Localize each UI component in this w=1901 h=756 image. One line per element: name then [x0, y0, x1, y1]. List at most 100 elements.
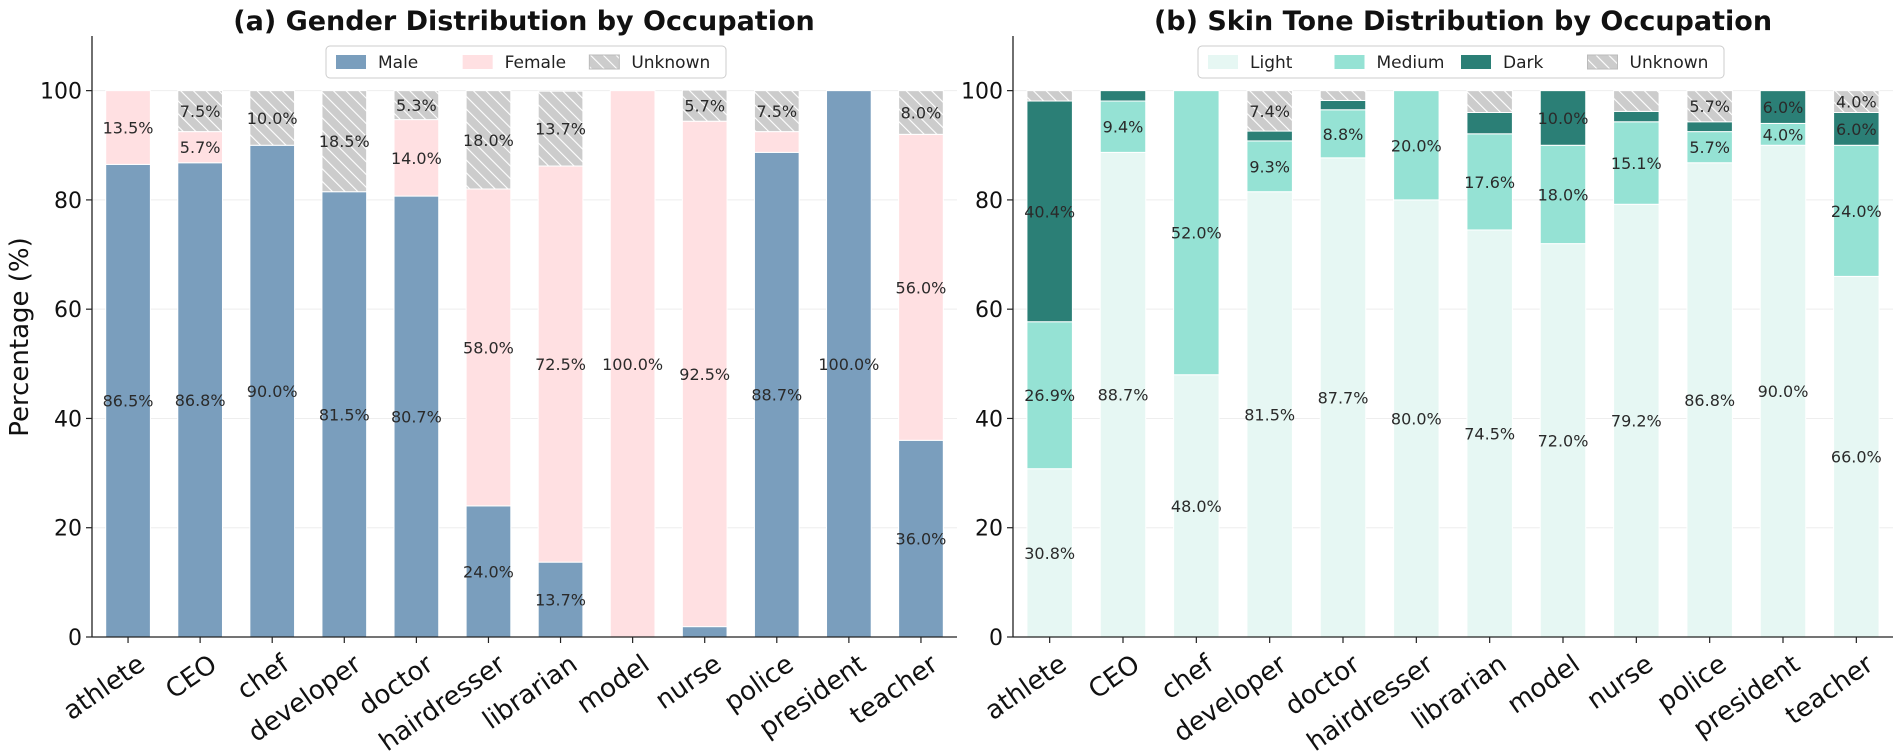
gender-y-tick-label: 0 [68, 626, 82, 651]
skin-tone-data-label: 7.4% [1249, 102, 1290, 121]
skin-tone-y-tick-label: 60 [975, 298, 1003, 323]
skin-tone-data-label: 9.3% [1249, 157, 1290, 176]
skin-tone-data-label: 72.0% [1538, 431, 1589, 450]
skin-tone-data-label: 87.7% [1318, 388, 1369, 407]
skin-tone-x-tick-label-ceo: CEO [1083, 649, 1145, 705]
gender-data-label: 10.0% [247, 109, 298, 128]
skin-tone-data-label: 81.5% [1244, 405, 1295, 424]
skin-tone-legend-label-light: Light [1250, 53, 1293, 73]
gender-y-tick-label: 100 [40, 80, 82, 105]
skin-tone-data-label: 52.0% [1171, 224, 1222, 243]
gender-bar-male-teacher [898, 439, 944, 638]
skin-tone-bar-unknown-doctor [1319, 90, 1367, 101]
gender-data-label: 18.0% [463, 131, 514, 150]
skin-tone-x-tick-label-nurse: nurse [1582, 649, 1659, 716]
gender-y-tick-label: 80 [54, 189, 82, 214]
skin-tone-data-label: 80.0% [1391, 409, 1442, 428]
gender-chart-panel: (a) Gender Distribution by Occupation Pe… [5, 6, 957, 756]
skin-tone-bar-unknown-developer [1246, 90, 1293, 132]
gender-x-tick-label-nurse: nurse [650, 649, 727, 716]
skin-tone-data-label: 4.0% [1836, 93, 1877, 112]
gender-data-label: 24.0% [463, 562, 514, 581]
gender-legend-swatch-unknown [588, 54, 620, 70]
skin-tone-y-tick-label: 0 [989, 626, 1003, 651]
skin-tone-data-label: 8.8% [1323, 125, 1364, 144]
skin-tone-legend-swatch-medium [1334, 55, 1365, 69]
gender-data-label: 5.7% [684, 97, 725, 116]
skin-tone-data-label: 6.0% [1763, 98, 1804, 117]
skin-tone-bar-unknown-nurse [1613, 90, 1660, 112]
skin-tone-legend-label-unknown: Unknown [1630, 53, 1709, 73]
skin-tone-bar-unknown-librarian [1466, 90, 1513, 113]
skin-tone-legend-swatch-light [1208, 55, 1238, 69]
skin-tone-bar-light-ceo [1099, 151, 1147, 638]
gender-bar-male-chef [249, 144, 296, 638]
gender-bar-male-nurse [681, 626, 728, 638]
gender-legend-box [325, 45, 727, 79]
skin-tone-bar-medium-nurse [1613, 121, 1660, 205]
skin-tone-y-tick-label: 20 [975, 517, 1003, 542]
gender-bar-unknown-developer [321, 90, 368, 193]
skin-tone-data-label: 26.9% [1024, 386, 1075, 405]
skin-tone-bar-light-librarian [1466, 229, 1513, 638]
skin-tone-bar-unknown-teacher [1833, 90, 1880, 113]
gender-legend-label-unknown: Unknown [631, 53, 710, 73]
gender-bar-unknown-doctor [393, 90, 440, 121]
skin-tone-legend-swatch-unknown [1587, 54, 1618, 70]
skin-tone-data-label: 66.0% [1831, 448, 1882, 467]
skin-tone-bar-medium-doctor [1319, 109, 1367, 159]
gender-legend-swatch-female [462, 55, 493, 69]
gender-data-label: 8.0% [901, 103, 942, 122]
skin-tone-data-label: 86.8% [1684, 391, 1735, 410]
gender-bar-unknown-librarian [537, 90, 584, 167]
gender-legend-swatch-male [336, 55, 366, 69]
skin-tone-x-tick-label-athlete: athlete [980, 649, 1073, 726]
gender-bar-unknown-ceo [177, 90, 223, 133]
gender-data-label: 5.7% [180, 138, 221, 157]
gender-bar-female-athlete [105, 90, 151, 165]
skin-tone-bar-medium-hairdresser [1393, 90, 1440, 201]
skin-tone-bar-dark-president [1759, 90, 1807, 124]
skin-tone-bar-medium-developer [1246, 140, 1293, 193]
skin-tone-data-label: 88.7% [1098, 386, 1149, 405]
gender-bar-unknown-chef [249, 90, 296, 146]
skin-tone-bar-light-police [1686, 162, 1733, 638]
skin-tone-legend: Light Medium Dark Unknown [1197, 45, 1725, 79]
gender-data-label: 100.0% [602, 355, 663, 374]
skin-tone-data-label: 24.0% [1831, 202, 1882, 221]
gender-y-tick-label: 40 [54, 407, 82, 432]
gender-data-label: 13.7% [535, 591, 586, 610]
skin-tone-bar-light-hairdresser [1393, 199, 1440, 638]
skin-tone-bar-dark-ceo [1099, 90, 1147, 102]
skin-tone-bar-light-chef [1173, 374, 1220, 638]
skin-tone-data-label: 6.0% [1836, 120, 1877, 139]
gender-bar-male-librarian [537, 561, 584, 638]
skin-tone-bar-medium-teacher [1833, 144, 1880, 277]
skin-tone-data-label: 90.0% [1758, 382, 1809, 401]
skin-tone-data-label: 48.0% [1171, 497, 1222, 516]
gender-bar-unknown-police [753, 90, 800, 133]
skin-tone-bar-medium-librarian [1466, 133, 1513, 231]
skin-tone-bar-dark-librarian [1466, 111, 1513, 135]
gender-bar-male-ceo [177, 162, 223, 638]
gender-legend-label-male: Male [378, 53, 418, 73]
gender-data-label: 58.0% [463, 338, 514, 357]
skin-tone-data-label: 5.7% [1689, 138, 1730, 157]
skin-tone-data-label: 9.4% [1103, 118, 1144, 137]
skin-tone-bar-medium-athlete [1026, 321, 1073, 470]
gender-data-label: 5.3% [396, 96, 437, 115]
skin-tone-data-label: 5.7% [1689, 97, 1730, 116]
skin-tone-bar-dark-developer [1246, 130, 1293, 142]
gender-data-label: 90.0% [247, 382, 298, 401]
skin-tone-bar-dark-athlete [1026, 100, 1073, 323]
skin-tone-bar-light-president [1759, 144, 1807, 638]
skin-tone-data-label: 20.0% [1391, 136, 1442, 155]
gender-x-tick-label-ceo: CEO [160, 649, 222, 705]
skin-tone-bar-medium-ceo [1099, 100, 1147, 153]
skin-tone-data-label: 79.2% [1611, 412, 1662, 431]
gender-data-label: 14.0% [391, 149, 442, 168]
skin-tone-bar-medium-police [1686, 131, 1733, 164]
skin-tone-bar-dark-teacher [1833, 111, 1880, 146]
gender-bar-female-librarian [537, 165, 584, 563]
